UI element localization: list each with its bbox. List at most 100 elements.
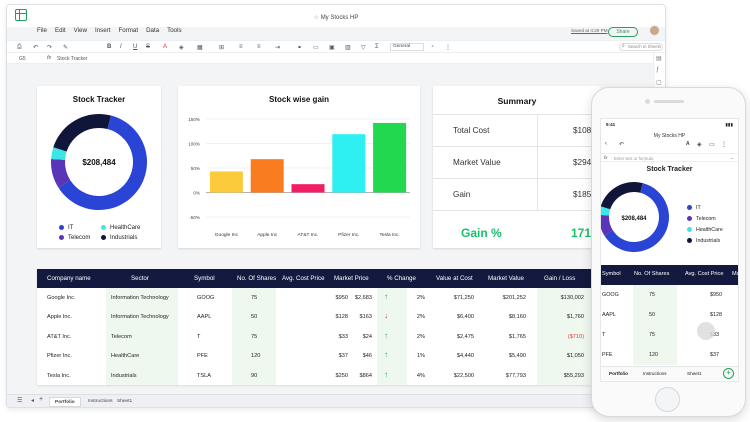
italic-icon[interactable]: I <box>120 44 122 50</box>
phone-cell-shares[interactable]: 75 <box>649 332 655 338</box>
cell-change[interactable]: 4% <box>416 372 425 379</box>
phone-cell-symbol[interactable]: PFE <box>602 352 613 358</box>
phone-tab-sheet1[interactable]: Sheet1 <box>687 371 702 376</box>
donut-slice[interactable] <box>51 147 67 160</box>
document-title[interactable]: ☆ My Stocks HP <box>313 15 359 21</box>
cell-market-price[interactable]: $2,683 <box>354 295 372 301</box>
bar[interactable] <box>291 184 325 193</box>
header-value-cost[interactable]: Value at Cost <box>436 275 473 282</box>
paint-format-icon[interactable]: ✎ <box>63 45 69 51</box>
bold-icon[interactable]: B <box>107 44 112 50</box>
donut-slice[interactable] <box>601 214 613 236</box>
search-input[interactable]: Search In Sheets <box>619 43 663 51</box>
table-row[interactable]: Apple Inc. Information Technology AAPL 50 $1… <box>37 307 594 326</box>
back-icon[interactable]: ‹ <box>605 141 607 147</box>
cell-market-price[interactable]: $163 <box>359 314 372 321</box>
cell-value-cost[interactable]: $4,440 <box>456 353 474 360</box>
cell-market-price[interactable]: $864 <box>359 372 372 379</box>
header-sector[interactable]: Sector <box>131 275 149 282</box>
cell-change[interactable]: 2% <box>416 314 425 321</box>
table-row[interactable]: Google Inc. Information Technology GOOG 75 $… <box>37 288 594 307</box>
phone-cell-avg-cost[interactable]: $37 <box>710 352 719 358</box>
comment-icon[interactable]: ▭ <box>313 45 319 51</box>
table-row[interactable]: Tesla Inc. Industrials TSLA 90 $250 $864 4% $22… <box>37 366 594 385</box>
more-icon[interactable]: ⋮ <box>721 142 727 148</box>
cell-sector[interactable]: Information Technology <box>111 314 169 321</box>
sheet-nav-icon[interactable]: ◂ <box>31 398 35 404</box>
merge-icon[interactable]: ⊞ <box>219 45 225 51</box>
cell-company[interactable]: Tesla Inc. <box>47 372 71 379</box>
summary-card[interactable]: Summary Total Cost $108 Market Value $29… <box>433 86 601 248</box>
borders-icon[interactable]: ▦ <box>197 45 203 51</box>
cell-gain-loss[interactable]: ($710) <box>567 333 584 340</box>
menu-tools[interactable]: Tools <box>167 27 182 34</box>
cell-shares[interactable]: 75 <box>251 295 258 301</box>
bar[interactable] <box>332 134 366 193</box>
text-color-icon[interactable]: A <box>163 44 168 50</box>
cell-symbol[interactable]: T <box>197 333 201 340</box>
home-button[interactable] <box>655 387 680 412</box>
phone-table-row[interactable]: AAPL 50 $128 <box>601 305 738 324</box>
cell-avg-cost[interactable]: $33 <box>338 333 348 340</box>
fill-icon[interactable]: ◈ <box>697 142 702 148</box>
cell-market-value[interactable]: $5,490 <box>508 353 526 360</box>
cell-shares[interactable]: 50 <box>251 314 258 321</box>
phone-cell-symbol[interactable]: AAPL <box>602 312 616 318</box>
cell-value-cost[interactable]: $2,475 <box>456 333 474 340</box>
header-shares[interactable]: No. Of Shares <box>237 275 277 282</box>
cell-change[interactable]: 2% <box>416 295 425 301</box>
phone-tab-portfolio[interactable]: Portfolio <box>609 371 628 376</box>
bar[interactable] <box>373 122 407 193</box>
phone-cell-avg-cost[interactable]: $128 <box>710 312 722 318</box>
donut-slice[interactable] <box>604 183 669 252</box>
cell-avg-cost[interactable]: $128 <box>335 314 348 321</box>
align-left-icon[interactable]: ≡ <box>239 44 243 50</box>
filter-icon[interactable]: ▽ <box>361 45 366 51</box>
header-market-value[interactable]: Market Value <box>488 275 524 282</box>
star-icon[interactable]: ☆ <box>313 15 320 21</box>
phone-cell-shares[interactable]: 120 <box>649 352 658 358</box>
cell-change[interactable]: 1% <box>416 353 425 360</box>
redo-icon[interactable]: ↷ <box>47 45 53 51</box>
phone-cell-avg-cost[interactable]: $33 <box>710 332 719 338</box>
phone-table-row[interactable]: PFE 120 $37 <box>601 345 738 364</box>
header-market-price[interactable]: Market Price <box>334 275 369 282</box>
cell-company[interactable]: Google Inc. <box>47 295 76 301</box>
cell-gain-loss[interactable]: $1,050 <box>566 353 584 360</box>
bar[interactable] <box>209 171 243 193</box>
decimal-icon[interactable]: ⁺ <box>431 45 435 51</box>
cell-avg-cost[interactable]: $37 <box>338 353 348 360</box>
menu-view[interactable]: View <box>73 27 87 34</box>
fill-color-icon[interactable]: ◈ <box>179 45 184 51</box>
table-row[interactable]: Pfizer Inc. HealthCare PFE 120 $37 $46 1% $4,44… <box>37 346 594 365</box>
cell-company[interactable]: Apple Inc. <box>47 314 72 321</box>
cell-company[interactable]: Pfizer Inc. <box>47 353 72 360</box>
donut-slice[interactable] <box>601 206 611 216</box>
undo-icon[interactable]: ↶ <box>33 45 39 51</box>
sheet-app-logo-icon[interactable] <box>15 9 27 21</box>
phone-table-row[interactable]: T 75 $33 <box>601 325 738 344</box>
cell-avg-cost[interactable]: $250 <box>335 372 348 379</box>
phone-tab-instructions[interactable]: Instructions <box>643 371 667 376</box>
more-icon[interactable]: ⋮ <box>445 45 451 51</box>
cell-symbol[interactable]: AAPL <box>197 314 212 321</box>
cell-avg-cost[interactable]: $950 <box>335 295 348 301</box>
phone-cell-shares[interactable]: 50 <box>649 312 655 318</box>
menu-format[interactable]: Format <box>118 27 139 34</box>
cell-symbol[interactable]: PFE <box>197 353 208 360</box>
menu-edit[interactable]: Edit <box>54 27 66 34</box>
cell-sector[interactable]: Information Technology <box>111 295 169 301</box>
cell-market-value[interactable]: $77,793 <box>505 372 526 379</box>
menu-data[interactable]: Data <box>146 27 160 34</box>
cell-value-cost[interactable]: $71,250 <box>453 295 474 301</box>
phone-cell-symbol[interactable]: GOOG <box>602 292 619 298</box>
tab-instructions[interactable]: Instructions <box>88 399 113 404</box>
cell-gain-loss[interactable]: $55,293 <box>563 372 584 379</box>
underline-icon[interactable]: U <box>133 44 138 50</box>
cell-gain-loss[interactable]: $130,002 <box>560 295 584 301</box>
cell-change[interactable]: 2% <box>416 333 425 340</box>
tab-portfolio[interactable]: Portfolio <box>49 397 81 407</box>
cell-shares[interactable]: 75 <box>251 333 258 340</box>
sheet-list-icon[interactable]: ☰ <box>17 398 23 404</box>
header-change[interactable]: % Change <box>387 275 416 282</box>
